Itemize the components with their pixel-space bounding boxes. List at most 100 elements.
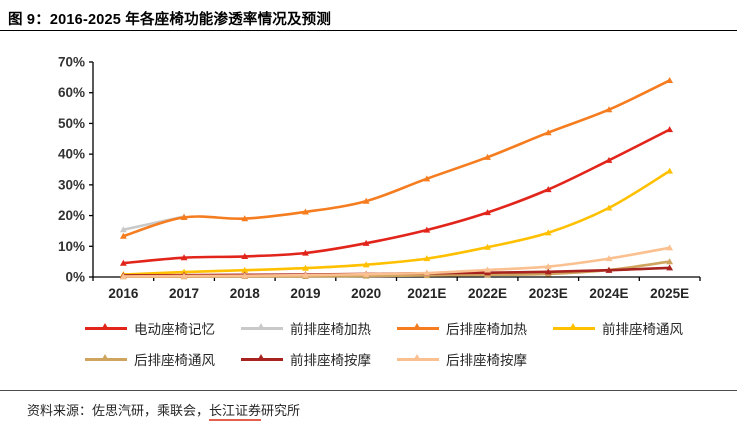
data-point-marker [605,266,613,273]
series-前排座椅加热 [119,213,188,233]
data-point-marker [241,266,249,273]
series-后排座椅按摩 [119,244,674,279]
source-note: 资料来源：佐思汽研，乘联会，长江证券研究所 [27,400,301,421]
legend-line-marker-icon [241,354,283,364]
data-point-marker [362,239,370,246]
legend-item-前排座椅通风: 前排座椅通风 [553,318,683,338]
legend-item-前排座椅按摩: 前排座椅按摩 [241,349,371,369]
chart-legend: 电动座椅记忆 前排座椅加热 后排座椅加热 前排座椅通风 后排座椅通风 前排座椅按摩 后排座椅… [85,318,715,369]
x-tick-label: 2021E [407,286,446,301]
y-tick-label: 40% [58,147,85,162]
source-prefix: 资料来源：佐思汽研，乘联会， [27,403,210,418]
x-tick-label: 2025E [650,286,689,301]
legend-line-marker-icon [553,323,595,333]
legend-line-marker-icon [397,354,439,364]
data-point-marker [484,243,491,250]
y-tick-label: 50% [58,116,85,131]
data-point-marker [362,197,370,204]
data-point-marker [119,272,127,279]
data-point-marker [423,226,431,233]
axes [92,62,700,278]
data-point-marker [241,272,249,279]
legend-label: 后排座椅通风 [134,353,215,368]
data-point-marker [484,266,491,273]
y-tick-label: 70% [58,55,85,70]
data-point-marker [423,255,431,262]
legend-line-marker-icon [241,323,283,333]
legend-line-marker-icon [85,354,127,364]
data-point-marker [302,249,309,256]
data-point-marker [666,167,674,174]
penetration-line-chart: 0% 10% 20% 30% 40% 50% 60% 70% 2016 2017 2018 2019 2… [58,55,701,301]
data-point-marker [544,129,552,136]
legend-line-marker-icon [397,323,439,333]
data-point-marker [180,214,188,221]
data-point-marker [362,261,370,268]
data-point-marker [605,106,613,113]
data-point-marker [484,153,491,160]
x-tick-label: 2022E [468,286,507,301]
y-axis-ticks: 0% 10% 20% 30% 40% 50% 60% 70% [58,55,93,285]
y-tick-label: 10% [58,239,85,254]
x-tick-label: 2019 [290,286,320,301]
data-point-marker [362,270,370,277]
data-point-marker [605,204,613,211]
data-point-marker [302,271,309,278]
legend-item-后排座椅通风: 后排座椅通风 [85,349,215,369]
series-后排座椅加热 [119,77,674,239]
legend-label: 前排座椅加热 [290,322,371,337]
data-point-marker [605,156,613,163]
data-point-marker [241,253,249,260]
data-point-marker [180,254,188,261]
data-point-marker [544,263,552,270]
legend-item-后排座椅加热: 后排座椅加热 [397,318,527,338]
data-point-marker [544,186,552,193]
y-tick-label: 20% [58,208,85,223]
figure-header: 图 9：2016-2025 年各座椅功能渗透率情况及预测 [0,0,737,31]
y-tick-label: 0% [65,270,85,285]
legend-item-后排座椅按摩: 后排座椅按摩 [397,349,527,369]
data-point-marker [119,259,127,266]
legend-label: 后排座椅加热 [446,322,527,337]
data-point-marker [666,244,674,251]
data-point-marker [544,268,552,275]
series-前排座椅通风 [119,167,674,278]
title-divider [0,30,737,31]
y-tick-label: 30% [58,177,85,192]
data-point-marker [666,77,674,84]
x-tick-label: 2017 [169,286,199,301]
x-tick-label: 2024E [589,286,628,301]
footer-divider [0,390,737,391]
source-suffix: 研究所 [261,403,301,418]
data-point-marker [180,272,188,279]
legend-item-电动座椅记忆: 电动座椅记忆 [85,318,215,338]
data-point-marker [180,268,188,275]
data-point-marker [119,232,127,239]
x-tick-label: 2023E [529,286,568,301]
data-point-marker [119,226,127,233]
legend-item-前排座椅加热: 前排座椅加热 [241,318,371,338]
source-link-changjiang: 长江证券 [209,403,262,421]
x-tick-label: 2016 [108,286,139,301]
data-point-marker [666,258,674,265]
x-tick-label: 2018 [230,286,261,301]
data-point-marker [666,264,674,271]
legend-line-marker-icon [85,323,127,333]
data-point-marker [484,209,491,216]
y-tick-label: 60% [58,85,85,100]
legend-label: 电动座椅记忆 [134,322,215,337]
data-point-marker [605,255,613,262]
data-point-marker [302,208,309,215]
data-point-marker [666,126,674,133]
data-point-marker [423,175,431,182]
data-point-marker [423,269,431,276]
legend-row: 电动座椅记忆 前排座椅加热 后排座椅加热 前排座椅通风 [85,318,715,338]
legend-row: 后排座椅通风 前排座椅按摩 后排座椅按摩 [85,349,715,369]
data-point-marker [544,229,552,236]
x-axis-ticks: 2016 2017 2018 2019 2020 2021E 2022E 2023E 2024E… [92,277,701,301]
series-电动座椅记忆 [119,126,674,266]
data-point-marker [302,264,309,271]
legend-label: 后排座椅按摩 [446,353,527,368]
data-point-marker [241,215,249,222]
